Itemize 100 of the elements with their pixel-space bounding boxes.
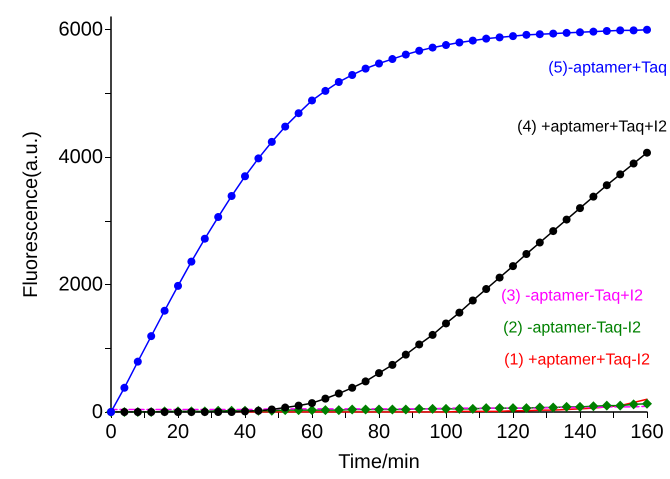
point <box>414 404 424 414</box>
point <box>455 308 464 317</box>
point <box>388 360 396 369</box>
point <box>643 148 651 157</box>
point <box>482 285 490 294</box>
point <box>536 238 544 247</box>
point <box>187 258 196 266</box>
point <box>602 27 611 36</box>
x-tick-label: 100 <box>429 421 463 443</box>
point <box>228 192 236 200</box>
x-tick-label: 140 <box>563 421 597 443</box>
point <box>496 33 504 42</box>
series-label: (1) +aptamer+Taq-I2 <box>504 352 650 368</box>
point <box>549 30 558 38</box>
point <box>415 340 424 348</box>
x-tick-label: 40 <box>234 421 256 443</box>
point <box>174 282 182 290</box>
point <box>214 213 222 222</box>
point <box>214 408 222 416</box>
point <box>548 402 558 413</box>
point <box>509 32 517 40</box>
point <box>522 250 530 258</box>
text: (2) -aptamer-Taq-I2 <box>503 320 642 336</box>
point <box>402 50 410 59</box>
point <box>481 403 492 414</box>
point <box>616 170 624 178</box>
x-tick-label: 0 <box>105 421 117 443</box>
point <box>521 403 532 414</box>
point <box>602 400 612 411</box>
point <box>602 181 611 190</box>
point <box>441 404 451 414</box>
point <box>642 398 652 409</box>
point <box>374 404 384 414</box>
point <box>494 403 505 414</box>
point <box>334 78 343 86</box>
point <box>200 234 209 243</box>
point <box>308 96 316 104</box>
point <box>387 404 398 414</box>
point <box>348 384 356 392</box>
point <box>120 384 128 392</box>
point <box>630 160 638 168</box>
point <box>388 55 396 64</box>
point <box>615 400 626 411</box>
series-label: (5)-aptamer+Taq <box>548 60 667 76</box>
series-label: (4) +aptamer+Taq+I2 <box>517 118 668 136</box>
point <box>360 404 371 414</box>
point <box>576 28 584 36</box>
point <box>321 394 330 403</box>
y-tick-label: 2000 <box>58 274 103 296</box>
point <box>375 60 383 68</box>
point <box>562 216 571 224</box>
y-tick-label: 4000 <box>58 146 103 168</box>
point <box>428 44 437 52</box>
point <box>442 41 450 50</box>
point <box>281 122 290 131</box>
point <box>562 28 571 37</box>
x-tick-label: 60 <box>300 421 324 443</box>
point <box>509 262 517 270</box>
x-tick-label: 120 <box>496 421 530 443</box>
point <box>482 34 490 43</box>
point <box>160 306 169 315</box>
point <box>496 274 504 282</box>
point <box>616 26 624 34</box>
point <box>320 405 330 416</box>
point <box>628 399 639 410</box>
point <box>281 404 290 412</box>
point <box>348 70 356 79</box>
point <box>562 402 572 412</box>
point <box>630 26 638 34</box>
point <box>415 46 424 55</box>
point <box>522 30 530 39</box>
point <box>241 172 249 180</box>
point <box>228 408 236 416</box>
point <box>549 227 558 236</box>
point <box>362 377 370 386</box>
point <box>536 30 544 38</box>
x-axis-title: Time/min <box>338 451 420 473</box>
y-tick-label: 6000 <box>58 18 103 41</box>
point <box>402 350 410 359</box>
point <box>134 358 142 366</box>
point <box>400 404 411 414</box>
point <box>508 403 518 414</box>
point <box>334 390 343 398</box>
point <box>442 319 450 328</box>
y-axis-title: Fluorescence(a.u.) <box>20 131 42 298</box>
point <box>534 402 545 413</box>
point <box>308 399 316 408</box>
y-tick-label: 0 <box>92 401 103 423</box>
point <box>468 296 477 305</box>
point <box>334 405 344 416</box>
point <box>588 401 598 412</box>
point <box>294 109 303 118</box>
point <box>454 404 464 414</box>
point <box>428 404 438 414</box>
point <box>268 138 276 146</box>
x-tick-label: 160 <box>630 421 664 443</box>
point <box>589 28 598 36</box>
point <box>347 404 358 414</box>
x-tick-label: 20 <box>166 421 190 443</box>
point <box>455 38 464 46</box>
